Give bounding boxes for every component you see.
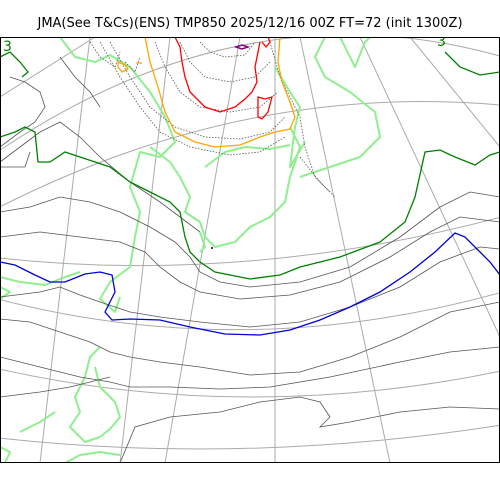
contour-line <box>109 41 286 140</box>
contour-label: 3 <box>437 37 446 50</box>
latitude-line <box>0 101 500 208</box>
contour-line <box>124 56 141 73</box>
contour-line <box>444 51 500 76</box>
contour-line <box>59 56 101 108</box>
coastline <box>149 126 301 248</box>
contour-line <box>117 61 129 73</box>
coastline <box>59 37 176 313</box>
coastline <box>69 346 121 443</box>
contour-line <box>257 96 273 120</box>
coastline <box>204 144 291 168</box>
contour-green <box>0 51 500 280</box>
contour-line <box>0 216 500 300</box>
coastline <box>64 451 121 463</box>
contour-line <box>233 44 251 50</box>
map-panel[interactable]: 3 3 <box>0 37 500 463</box>
contour-line <box>0 246 500 328</box>
contour-purple <box>233 44 251 50</box>
contour-line <box>99 41 286 156</box>
coastline <box>19 411 56 433</box>
contour-line <box>199 41 256 58</box>
meridian-line <box>359 37 500 338</box>
latitude-line <box>0 368 500 398</box>
contour-orange <box>117 37 296 148</box>
latitude-line <box>0 37 500 151</box>
contour-line <box>0 232 500 336</box>
contour-line <box>0 346 500 390</box>
coastline <box>339 37 371 68</box>
contour-line <box>0 126 500 280</box>
contour-line <box>174 37 261 113</box>
contour-line <box>0 121 201 233</box>
contour-line <box>119 396 500 463</box>
coastline <box>0 446 11 463</box>
contour-line <box>144 37 296 148</box>
contour-line <box>179 41 271 83</box>
contour-line <box>269 41 331 193</box>
map-canvas: 3 3 <box>0 37 500 463</box>
coastlines <box>0 37 381 463</box>
temperature-contours-dotted <box>89 41 336 198</box>
coastline <box>274 66 306 168</box>
contour-line <box>0 51 29 78</box>
contour-line <box>89 41 121 68</box>
latitude-line <box>0 292 500 331</box>
contour-blue <box>0 232 500 336</box>
contour-line <box>0 151 31 168</box>
contour-line <box>0 191 500 288</box>
temperature-contours-gray <box>0 56 500 463</box>
meridian-line <box>0 37 96 98</box>
contour-line <box>0 76 46 148</box>
contour-line <box>0 376 111 398</box>
contour-label: 3 <box>3 39 12 55</box>
meridian-line <box>409 37 500 148</box>
coastline <box>0 271 81 286</box>
meridian-line <box>39 37 91 463</box>
meridian-line <box>299 37 391 463</box>
coastline <box>199 231 206 253</box>
latitude-line <box>0 216 500 267</box>
graticule-latitudes <box>0 37 500 450</box>
coastline <box>299 37 381 178</box>
map-marker-dot <box>211 247 213 249</box>
contour-line <box>261 37 271 49</box>
chart-title: JMA(See T&Cs)(ENS) TMP850 2025/12/16 00Z… <box>37 16 463 31</box>
meridian-line <box>119 37 171 463</box>
contour-red <box>174 37 273 120</box>
contour-line <box>299 156 336 198</box>
contour-line <box>154 41 279 113</box>
latitude-line <box>0 424 500 450</box>
contour-line <box>0 301 500 376</box>
